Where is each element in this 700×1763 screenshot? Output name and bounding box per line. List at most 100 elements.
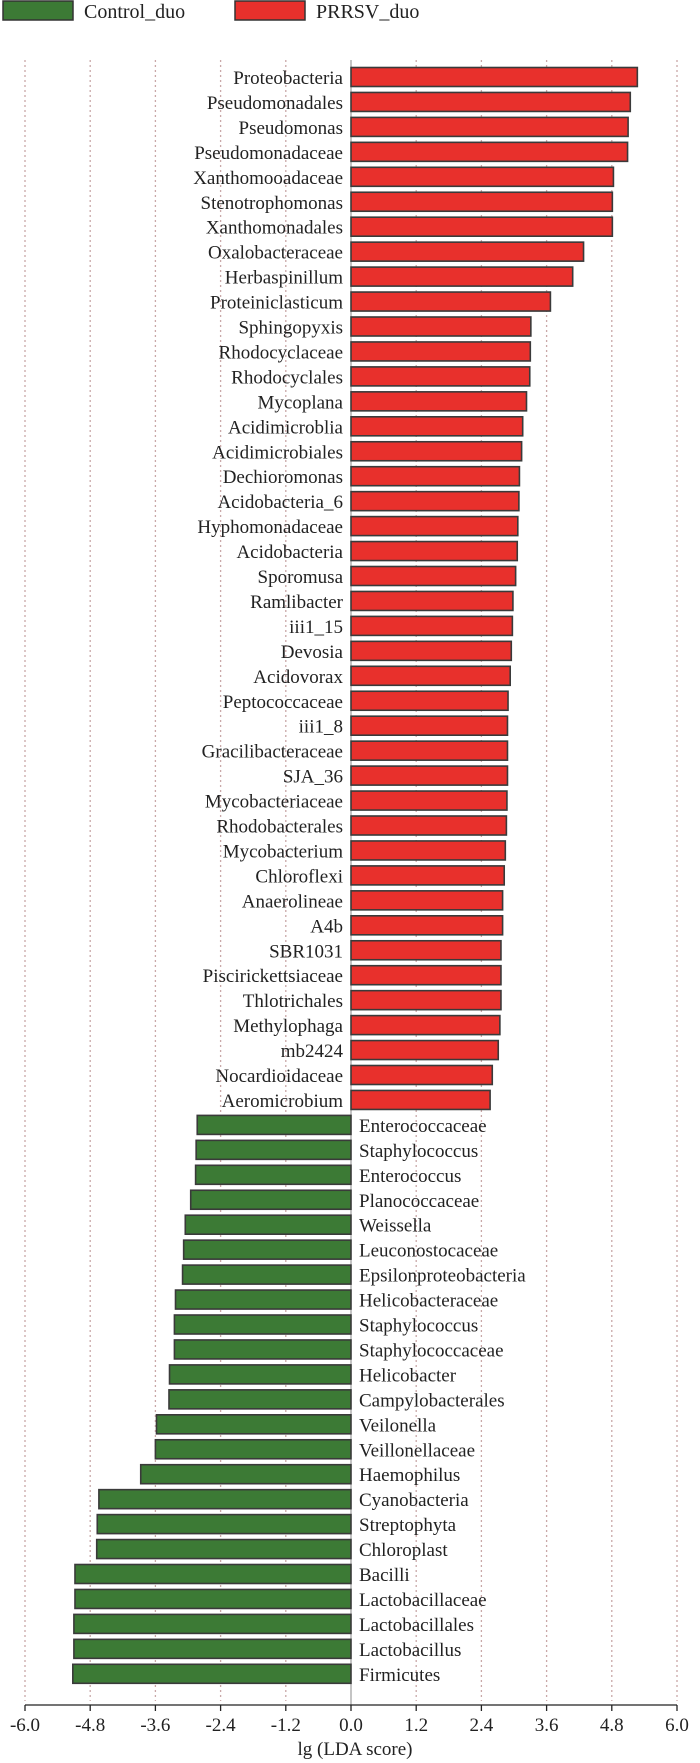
- bar-label: Pseudomonas: [239, 118, 344, 139]
- bar-label: Sphingopyxis: [238, 318, 343, 339]
- x-tick-label: 6.0: [665, 1715, 689, 1736]
- bar: [350, 465, 521, 487]
- bar-label: Lactobacillaceae: [359, 1590, 487, 1611]
- legend-swatch-prrsv: [234, 0, 306, 21]
- bar-label: Lactobacillales: [359, 1615, 474, 1636]
- x-axis-title: lg (LDA score): [297, 1739, 412, 1760]
- bar-label: Sporomusa: [258, 567, 344, 588]
- bar-label: mb2424: [281, 1041, 344, 1062]
- bar: [74, 1588, 352, 1610]
- bar-label: Rhodobacterales: [216, 817, 343, 838]
- bar: [154, 1438, 352, 1460]
- bar: [96, 1513, 352, 1535]
- bar-label: Veilonella: [359, 1415, 437, 1436]
- bar-label: Weissella: [359, 1216, 432, 1237]
- bar: [155, 1414, 352, 1435]
- x-tick-label: 4.8: [600, 1715, 624, 1736]
- bar: [350, 391, 528, 412]
- bar-label: Ramlibacter: [250, 592, 344, 613]
- x-tick-label: -4.8: [75, 1715, 105, 1736]
- bar: [350, 939, 502, 961]
- bar-label: Gracilibacteraceae: [202, 742, 343, 763]
- bar-label: Proteobacteria: [233, 68, 343, 89]
- bar: [350, 989, 502, 1011]
- bar: [74, 1563, 352, 1585]
- bar: [350, 615, 514, 637]
- bar: [350, 815, 508, 836]
- bar: [350, 216, 614, 237]
- bar: [72, 1663, 352, 1685]
- bar-label: Xanthomooadaceae: [193, 168, 343, 189]
- x-tick-label: 0.0: [339, 1715, 363, 1736]
- bar: [168, 1364, 352, 1385]
- bar-label: Staphylococcus: [359, 1141, 478, 1162]
- x-tick-label: -1.2: [271, 1715, 301, 1736]
- bar: [350, 116, 629, 138]
- bar: [350, 1039, 500, 1061]
- bar-label: Oxalobacteraceae: [208, 243, 343, 264]
- bar-label: Firmicutes: [359, 1665, 440, 1686]
- bar: [350, 341, 532, 362]
- bar-label: Acidobacteria_6: [217, 492, 343, 513]
- bar-label: Enterococcaceae: [359, 1116, 487, 1137]
- legend: Control_duo PRRSV_duo: [2, 0, 419, 23]
- bar-label: Stenotrophomonas: [201, 193, 344, 214]
- bar: [350, 66, 639, 88]
- bar: [350, 191, 614, 213]
- bar-label: Devosia: [281, 642, 344, 663]
- bar: [350, 241, 585, 262]
- bar: [173, 1339, 352, 1360]
- bar-label: Peptococcaceae: [223, 692, 343, 713]
- bar-label: Pseudomonadales: [207, 93, 343, 114]
- bar: [182, 1239, 352, 1260]
- bar: [350, 291, 552, 312]
- bar: [350, 91, 632, 113]
- bar: [350, 964, 502, 986]
- bar-label: Chloroflexi: [255, 866, 343, 887]
- bar: [350, 415, 524, 437]
- bar: [350, 540, 519, 562]
- bar-label: iii1_8: [299, 717, 343, 738]
- bar: [173, 1314, 352, 1335]
- bar: [350, 740, 509, 761]
- bar-label: Leuconostocaceae: [359, 1241, 498, 1262]
- bar: [350, 590, 514, 612]
- bar-label: Pseudomonadaceae: [194, 143, 343, 164]
- bar: [350, 440, 523, 462]
- bar-label: Acidovorax: [253, 667, 343, 688]
- bar-label: Campylobacterales: [359, 1390, 505, 1411]
- bar-label: Chloroplast: [359, 1540, 448, 1561]
- bar-label: Rhodocyclales: [231, 367, 343, 388]
- bar: [350, 715, 509, 737]
- x-tick-label: -2.4: [206, 1715, 237, 1736]
- bar: [189, 1189, 352, 1211]
- x-tick-label: 3.6: [535, 1715, 559, 1736]
- bar-label: Methylophaga: [233, 1016, 343, 1037]
- bar: [194, 1164, 352, 1186]
- bar: [350, 1014, 501, 1036]
- bar: [350, 366, 531, 387]
- bar-label: Epsilonproteobacteria: [359, 1266, 526, 1287]
- bar: [350, 865, 506, 886]
- bar: [350, 490, 520, 512]
- bar-label: Acidimicroblia: [228, 417, 344, 438]
- bar-label: Helicobacteraceae: [359, 1291, 498, 1312]
- bar-label: Mycobacterium: [223, 841, 344, 862]
- bar-label: Proteiniclasticum: [210, 293, 343, 314]
- bar: [350, 790, 508, 811]
- bar-label: Helicobacter: [359, 1365, 457, 1386]
- x-axis: -6.0 -4.8 -3.6 -2.4 -1.2 0.0 1.2 2.4 3.6 4.8 6.0: [10, 1704, 689, 1736]
- bar-label: Xanthomonadales: [206, 218, 343, 239]
- bar: [350, 690, 509, 712]
- bar: [350, 1064, 494, 1086]
- bar-label: Thlotrichales: [243, 991, 343, 1012]
- bar-label: Acidimicrobiales: [212, 442, 343, 463]
- legend-swatch-control: [2, 0, 74, 21]
- bar-label: Rhodocyclaceae: [219, 342, 343, 363]
- bar: [350, 1089, 491, 1111]
- legend-label-control: Control_duo: [84, 1, 185, 23]
- bar: [350, 266, 574, 287]
- bar-label: Enterococcus: [359, 1166, 461, 1187]
- x-tick-label: 1.2: [404, 1715, 428, 1736]
- bar: [195, 1139, 352, 1161]
